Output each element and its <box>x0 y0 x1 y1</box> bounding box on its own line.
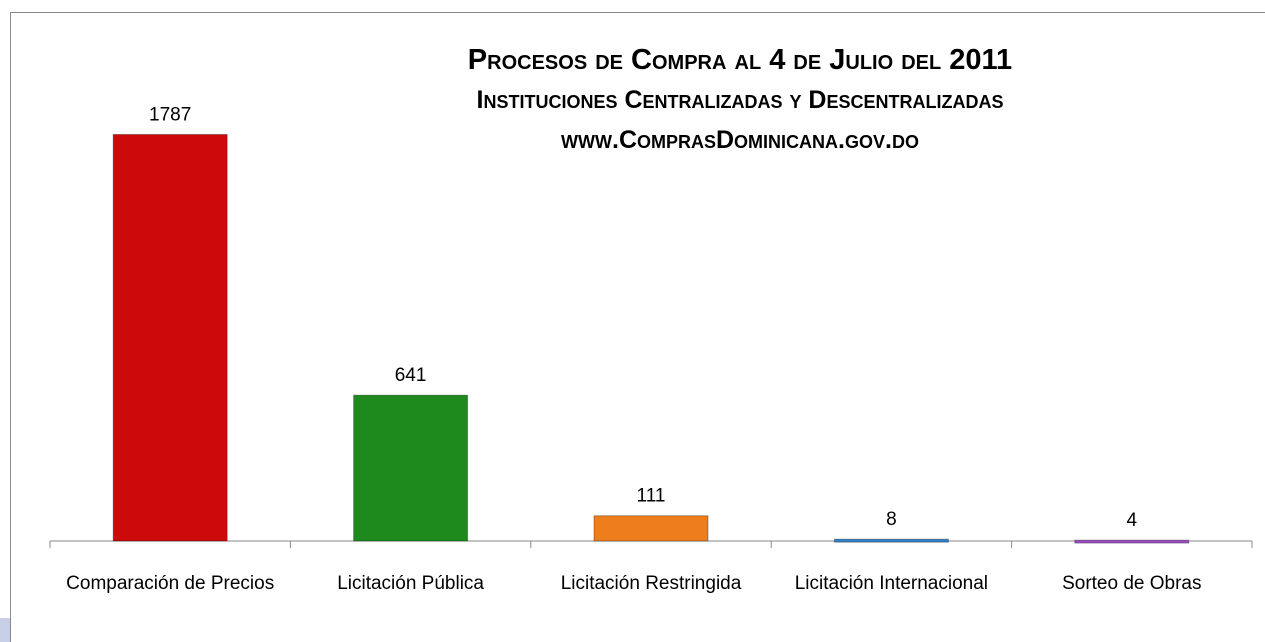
bar <box>1074 539 1190 544</box>
data-label: 111 <box>637 486 666 507</box>
x-tick-label: Licitación Restringida <box>560 573 742 594</box>
chart-subtitle: www.ComprasDominicana.gov.do <box>561 126 919 154</box>
x-tick-label: Sorteo de Obras <box>1062 573 1202 594</box>
x-tick-label: Licitación Internacional <box>794 573 989 594</box>
bar <box>353 394 469 542</box>
edge-decoration <box>0 618 10 642</box>
data-label: 1787 <box>149 104 191 125</box>
chart-subtitle: Instituciones Centralizadas y Descentral… <box>476 86 1004 114</box>
bar <box>593 515 709 542</box>
data-label: 4 <box>1127 510 1138 531</box>
bar <box>112 133 228 542</box>
x-tick-label: Comparación de Precios <box>66 573 275 594</box>
bar <box>833 538 949 543</box>
data-label: 641 <box>395 365 427 386</box>
chart-title: Procesos de Compra al 4 de Julio del 201… <box>467 44 1013 76</box>
data-label: 8 <box>886 509 897 530</box>
x-tick-label: Licitación Pública <box>337 573 484 594</box>
